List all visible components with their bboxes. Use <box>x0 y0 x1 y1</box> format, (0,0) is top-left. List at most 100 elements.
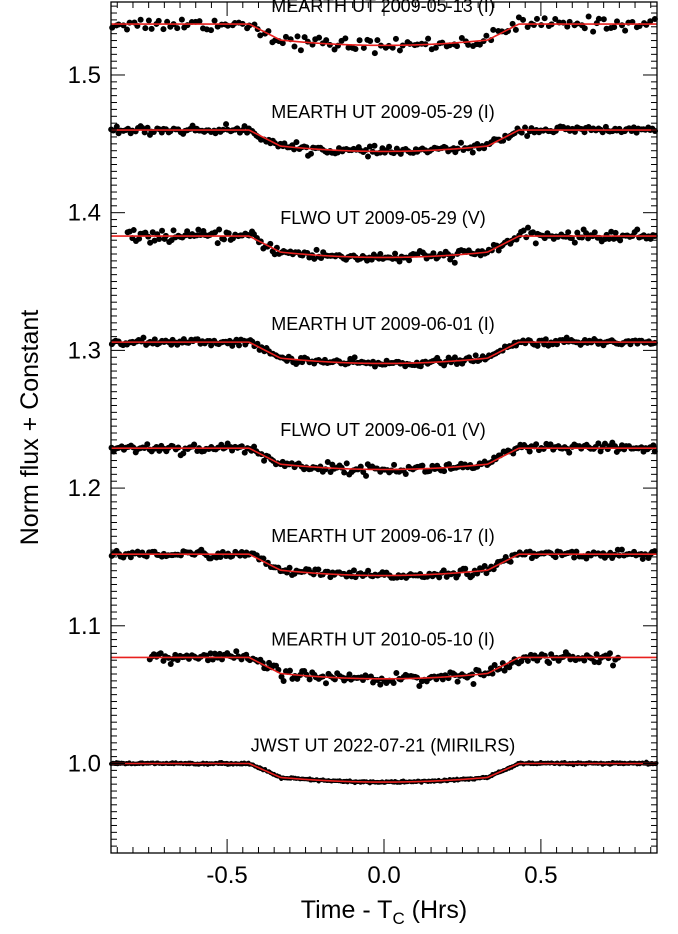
data-point <box>391 461 398 468</box>
data-point <box>651 448 658 455</box>
data-point <box>432 44 439 51</box>
data-point <box>533 15 540 22</box>
data-point <box>440 567 447 574</box>
data-point <box>172 651 179 658</box>
data-point <box>591 659 598 666</box>
y-tick-label: 1.2 <box>68 475 101 502</box>
data-point <box>406 257 413 264</box>
data-point <box>157 650 164 657</box>
data-point <box>124 26 130 33</box>
data-point <box>315 566 322 573</box>
data-point <box>189 122 196 129</box>
data-point <box>316 34 323 41</box>
data-point <box>136 235 143 242</box>
data-point <box>617 237 624 244</box>
data-point <box>581 25 588 32</box>
series-label: JWST UT 2022-07-21 (MIRILRS) <box>251 735 515 755</box>
data-point <box>472 352 479 359</box>
series-label: MEARTH UT 2009-05-13 (I) <box>271 0 494 16</box>
data-point <box>160 26 167 33</box>
data-point <box>233 648 240 655</box>
series-group: MEARTH UT 2009-06-01 (I) <box>108 314 658 370</box>
data-point <box>402 470 409 477</box>
data-point <box>377 681 384 688</box>
data-point <box>454 43 461 50</box>
data-point <box>174 25 181 32</box>
data-point <box>151 237 158 244</box>
data-point <box>566 449 573 456</box>
model-line <box>111 447 657 471</box>
series-label: FLWO UT 2009-05-29 (V) <box>280 208 485 228</box>
data-point <box>634 226 641 233</box>
data-point <box>363 472 370 479</box>
data-point <box>565 229 572 236</box>
x-axis-label-main: Time - T <box>301 896 393 924</box>
data-point <box>371 50 378 57</box>
data-point <box>526 448 533 455</box>
data-point <box>595 440 602 447</box>
data-point <box>294 33 301 40</box>
data-point <box>221 236 227 243</box>
data-point <box>342 35 349 42</box>
data-point <box>476 41 483 48</box>
plot-frame <box>110 1 658 854</box>
data-point <box>612 229 619 236</box>
data-point <box>436 574 443 581</box>
data-point <box>520 227 527 234</box>
data-point <box>261 457 268 464</box>
model-line <box>111 341 657 365</box>
data-point <box>618 546 625 553</box>
data-point <box>331 46 338 53</box>
data-point <box>279 40 286 47</box>
model-line <box>111 762 657 783</box>
data-point <box>357 463 364 470</box>
data-point <box>271 251 278 258</box>
data-point <box>167 661 174 668</box>
data-point <box>522 124 529 131</box>
data-point <box>534 342 541 349</box>
data-point <box>419 462 426 469</box>
data-point <box>301 34 308 41</box>
data-point <box>236 342 243 349</box>
y-tick-label: 1.0 <box>68 750 101 777</box>
data-point <box>313 246 320 253</box>
data-point <box>390 679 397 686</box>
data-point <box>346 671 353 678</box>
data-point <box>465 41 472 48</box>
data-point <box>307 150 314 157</box>
data-point <box>377 251 384 258</box>
data-point <box>430 250 437 257</box>
data-point <box>365 153 371 160</box>
model-line <box>111 656 657 680</box>
data-point <box>323 37 330 44</box>
data-point <box>396 258 403 265</box>
data-point <box>530 21 537 28</box>
series-points <box>124 224 658 266</box>
series-points <box>146 648 622 689</box>
series-group: FLWO UT 2009-05-29 (V) <box>111 208 658 266</box>
data-point <box>538 22 545 29</box>
data-point <box>445 461 452 468</box>
data-point <box>286 667 293 674</box>
data-point <box>322 680 329 687</box>
series-group: MEARTH UT 2009-05-13 (I) <box>109 0 658 57</box>
series-group: MEARTH UT 2009-06-17 (I) <box>108 526 658 581</box>
data-point <box>389 44 396 51</box>
series-group: JWST UT 2022-07-21 (MIRILRS) <box>109 735 659 786</box>
data-point <box>113 123 120 130</box>
data-point <box>392 35 399 42</box>
data-point <box>144 124 151 131</box>
data-point <box>546 659 553 666</box>
data-point <box>590 28 597 35</box>
series-label: MEARTH UT 2009-05-29 (I) <box>271 102 494 122</box>
series-points <box>108 334 658 370</box>
series-group: MEARTH UT 2010-05-10 (I) <box>111 629 657 689</box>
data-point <box>483 32 490 39</box>
data-point <box>392 250 399 257</box>
data-point <box>311 255 318 262</box>
data-point <box>458 35 465 42</box>
data-point <box>509 20 516 27</box>
data-point <box>593 651 600 658</box>
data-point <box>454 678 461 685</box>
